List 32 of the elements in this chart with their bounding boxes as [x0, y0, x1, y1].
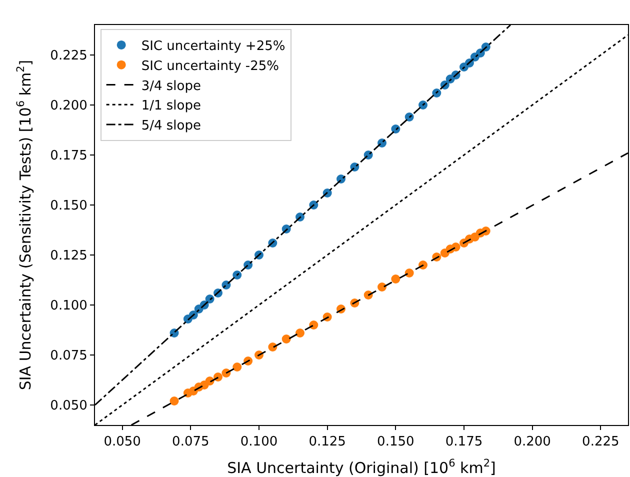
x-tick-label: 0.050 [104, 434, 141, 450]
legend-label: 5/4 slope [141, 118, 201, 134]
legend-label: 3/4 slope [141, 78, 201, 94]
point [451, 242, 460, 252]
legend-label: SIC uncertainty -25% [141, 58, 280, 74]
point [432, 88, 442, 98]
x-tick-label: 0.150 [377, 434, 414, 450]
point [378, 282, 386, 292]
point [282, 334, 291, 344]
point [232, 362, 242, 372]
point [309, 320, 318, 330]
point [404, 268, 414, 278]
x-tick-label: 0.075 [172, 434, 210, 450]
x-tick-label: 0.100 [240, 434, 278, 450]
y-tick-label: 0.150 [50, 198, 88, 214]
x-tick-label: 0.125 [308, 434, 346, 450]
point [296, 328, 304, 338]
x-tick-label: 0.200 [514, 434, 551, 450]
y-tick-label: 0.175 [50, 148, 88, 164]
point [391, 274, 400, 284]
x-tick-label: 0.175 [445, 434, 483, 450]
y-tick-label: 0.075 [50, 348, 88, 364]
y-tick-label: 0.050 [50, 398, 88, 414]
legend-label: SIC uncertainty +25% [141, 39, 286, 54]
y-tick-label: 0.125 [50, 248, 88, 264]
y-tick-label: 0.225 [50, 48, 88, 64]
y-tick-label: 0.100 [50, 298, 88, 314]
legend-label: 1/1 slope [141, 98, 201, 114]
point [170, 396, 179, 406]
y-tick-label: 0.200 [50, 98, 88, 114]
x-tick-label: 0.225 [582, 434, 620, 450]
x-axis-title: SIA Uncertainty (Original) [10$^{6}$ km$^{2}$] [227, 458, 496, 477]
